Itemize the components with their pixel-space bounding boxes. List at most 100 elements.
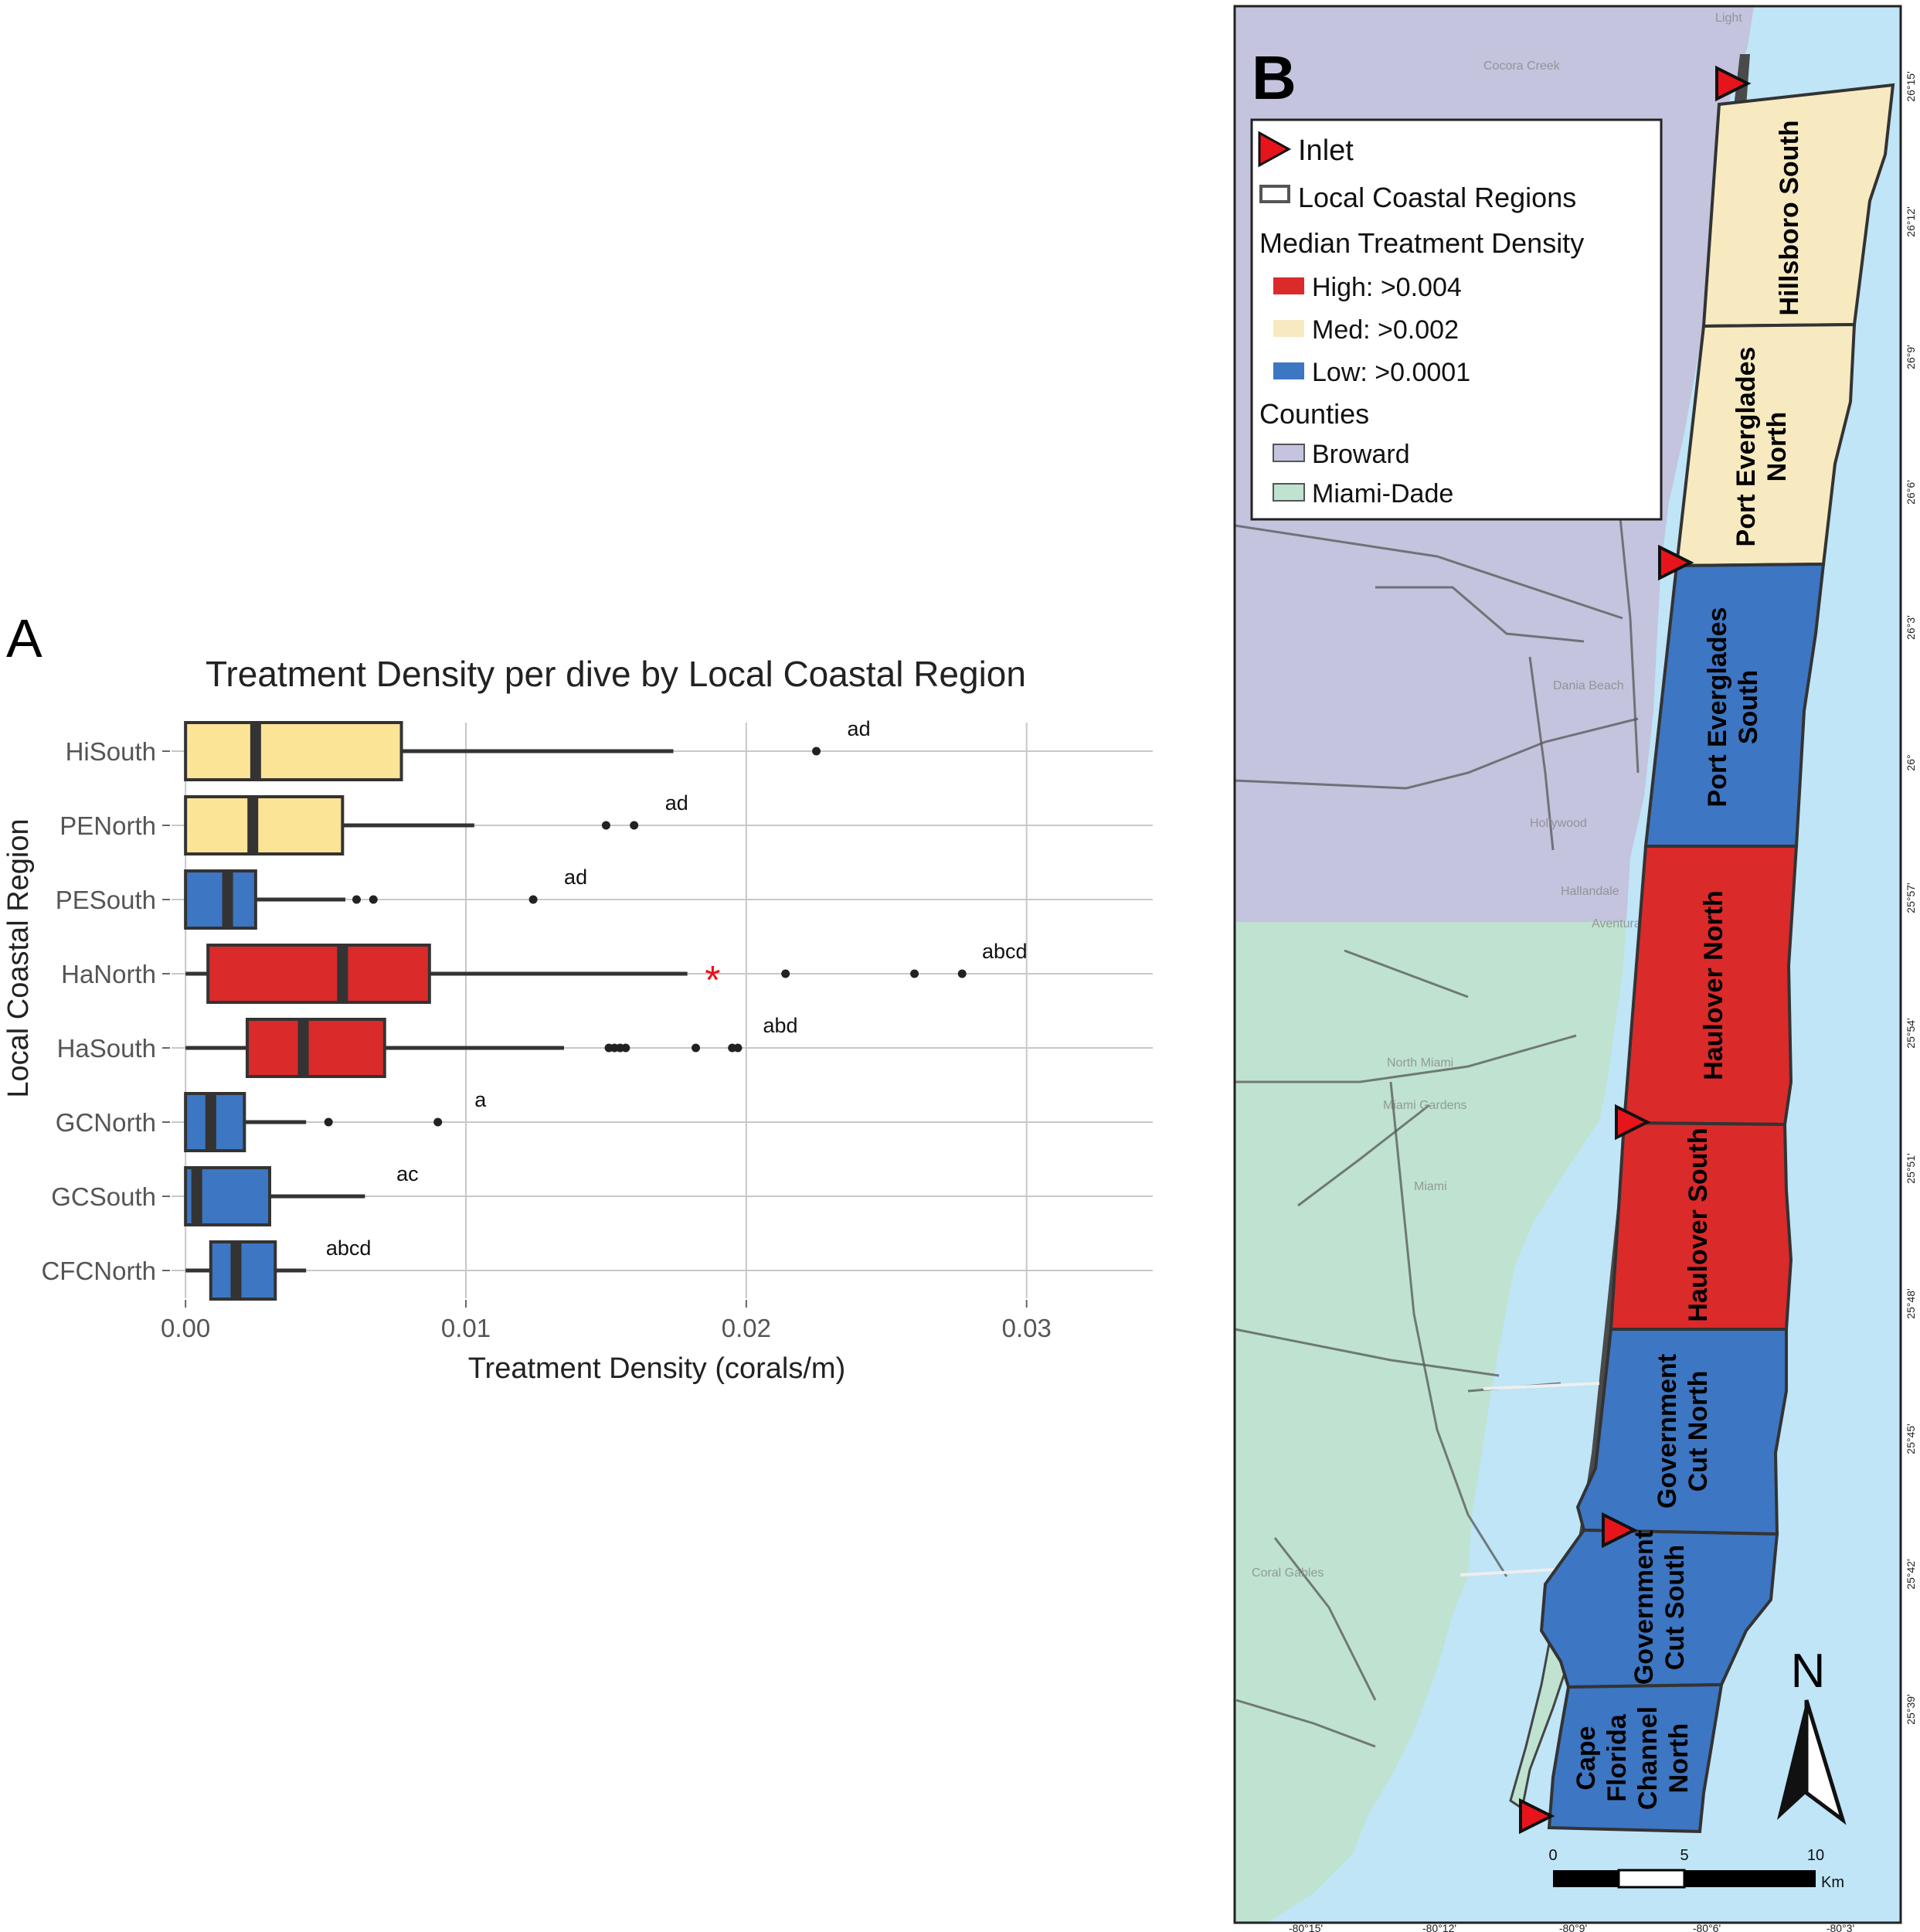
boxplot-plot: 0.00 0.01 0.02 0.03 HiSouth ad PENorth ad PESout… <box>41 717 1153 1342</box>
coastal-region-label: Port Everglades <box>1703 607 1732 808</box>
basemap-label: Hollywood <box>1530 817 1587 830</box>
legend-high-swatch <box>1273 277 1304 294</box>
y-tick-label: PESouth <box>56 886 156 914</box>
basemap-label: Coral Gables <box>1252 1566 1324 1580</box>
north-arrow-left-icon <box>1777 1700 1806 1820</box>
outlier-point <box>957 969 967 978</box>
road-line <box>1297 1104 1430 1207</box>
basemap-label: North Miami <box>1387 1056 1453 1070</box>
inlet-marker-icon <box>1615 1104 1651 1141</box>
longitude-label: -80°12' <box>1422 1922 1456 1932</box>
significance-letters: ad <box>564 866 587 889</box>
road-line <box>1528 656 1555 851</box>
outlier-point <box>369 895 378 904</box>
coastal-region-label: Cape <box>1572 1726 1601 1790</box>
coastal-region-label: Government <box>1629 1530 1659 1685</box>
basemap-label: Miami <box>1414 1180 1447 1193</box>
road-line <box>1389 1081 1508 1577</box>
inlet-marker-icon <box>1715 65 1752 102</box>
significance-letters: abd <box>763 1014 797 1037</box>
coastal-region-label: Cut South <box>1660 1545 1690 1670</box>
coastal-region-label: Cut North <box>1684 1371 1713 1492</box>
map-legend: Inlet Local Coastal Regions Median Treat… <box>1250 118 1663 521</box>
legend-low-swatch <box>1273 362 1304 379</box>
median-line <box>247 797 259 854</box>
outlier-point <box>812 747 821 756</box>
map-frame <box>1233 5 1902 1924</box>
significance-letters: ad <box>665 791 688 815</box>
median-line <box>205 1094 216 1151</box>
longitude-labels: -80°15' -80°12' -80°9' -80°6' -80°3' <box>1289 1922 1854 1932</box>
latitude-label: 25°51' <box>1905 1153 1917 1183</box>
causeway-line <box>1460 1567 1569 1577</box>
panel-b-map: Cocora Creek Light Dania Beach Hollywood Hal… <box>1233 5 1917 1932</box>
latitude-label: 26°12' <box>1905 206 1917 236</box>
coastal-region-label: Florida <box>1602 1713 1632 1801</box>
significance-letters: abcd <box>326 1236 372 1260</box>
road-line <box>1344 949 1469 998</box>
coastal-region-label: Port Everglades <box>1731 347 1761 547</box>
scale-bar: 0 5 10 Km <box>1548 1847 1844 1891</box>
outlier-point <box>733 1043 743 1053</box>
legend-broward-label: Broward <box>1312 440 1410 469</box>
basemap-label: Cocora Creek <box>1483 60 1561 73</box>
coastal-region-label: South <box>1734 670 1763 744</box>
panel-a-label: A <box>6 608 42 668</box>
box <box>209 1240 277 1301</box>
scale-tick-0: 0 <box>1548 1847 1557 1864</box>
legend-inlet-icon <box>1258 131 1292 168</box>
legend-miami-dade-label: Miami-Dade <box>1312 479 1453 509</box>
road-line <box>1235 1328 1500 1377</box>
scale-tick-5: 5 <box>1680 1847 1688 1864</box>
chart-title: Treatment Density per dive by Local Coas… <box>206 654 1026 694</box>
outlier-point <box>601 821 610 830</box>
coastal-region-label: Channel <box>1633 1706 1663 1810</box>
legend-inlet-label: Inlet <box>1298 134 1354 167</box>
box <box>184 795 345 855</box>
legend-broward-swatch <box>1273 444 1305 462</box>
coastal-region-label: Government <box>1653 1354 1682 1509</box>
road-line <box>1235 717 1639 790</box>
legend-med-label: Med: >0.002 <box>1312 315 1459 345</box>
x-tick-label: 0.02 <box>722 1314 771 1342</box>
legend-counties-header: Counties <box>1259 398 1369 430</box>
box <box>184 869 257 930</box>
y-tick-label: HaNorth <box>61 960 156 988</box>
outlier-point <box>621 1043 630 1053</box>
latitude-label: 25°48' <box>1905 1288 1917 1318</box>
y-tick-label: HaSouth <box>57 1034 156 1063</box>
road-line <box>1375 586 1585 643</box>
basemap-label: Miami Gardens <box>1383 1099 1466 1112</box>
road-line <box>1235 524 1623 620</box>
latitude-label: 26°3' <box>1905 615 1917 640</box>
scale-segment-1 <box>1553 1870 1619 1887</box>
x-tick-label: 0.03 <box>1002 1314 1052 1342</box>
y-tick-label: HiSouth <box>66 737 156 766</box>
box <box>245 1018 386 1078</box>
coastal-region-label: Hillsboro South <box>1775 120 1804 315</box>
median-line <box>230 1242 242 1299</box>
inlet-marker-icon <box>1519 1798 1555 1835</box>
median-line <box>250 723 261 780</box>
x-tick-label: 0.01 <box>441 1314 491 1342</box>
significance-star: * <box>705 958 720 1003</box>
latitude-label: 26°9' <box>1905 345 1917 369</box>
significance-letters: a <box>474 1088 487 1111</box>
inlet-markers <box>1519 65 1752 1835</box>
median-line <box>337 945 348 1002</box>
scale-tick-10: 10 <box>1807 1847 1824 1864</box>
significance-letters: abcd <box>982 940 1028 963</box>
longitude-label: -80°3' <box>1827 1922 1854 1932</box>
coastal-region-polygon <box>1575 1328 1788 1536</box>
latitude-label: 25°39' <box>1905 1694 1917 1724</box>
x-tick-label: 0.00 <box>161 1314 210 1342</box>
y-tick-label: PENorth <box>59 811 156 840</box>
north-arrow: N <box>1777 1645 1847 1825</box>
legend-regions-label: Local Coastal Regions <box>1298 182 1576 213</box>
inlet-marker-icon <box>1602 1512 1638 1549</box>
basemap-label: Dania Beach <box>1553 679 1624 692</box>
scale-segment-3 <box>1684 1870 1816 1887</box>
box <box>184 721 403 781</box>
latitude-label: 25°57' <box>1905 883 1917 913</box>
